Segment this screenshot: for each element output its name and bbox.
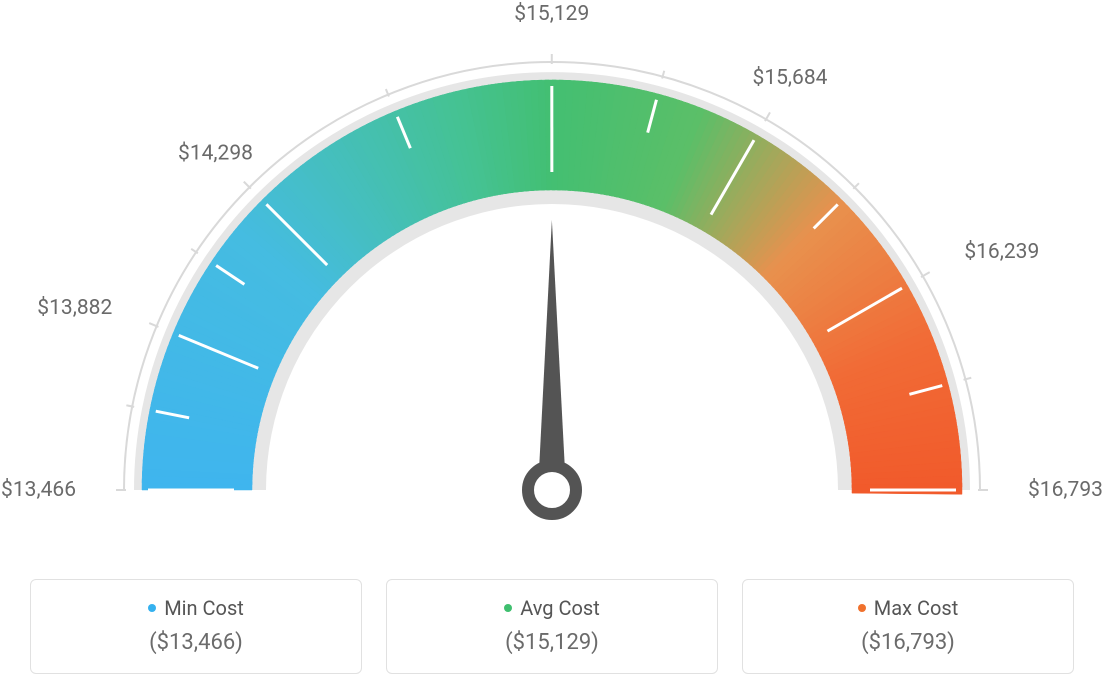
- gauge-tick-label: $13,882: [37, 296, 112, 320]
- max-cost-value: ($16,793): [755, 630, 1061, 655]
- gauge-needle-hub: [528, 466, 576, 514]
- summary-cards: Min Cost ($13,466) Avg Cost ($15,129) Ma…: [30, 579, 1074, 674]
- max-cost-card: Max Cost ($16,793): [742, 579, 1074, 674]
- avg-cost-label-row: Avg Cost: [504, 596, 600, 620]
- min-dot-icon: [148, 604, 156, 612]
- min-cost-value: ($13,466): [43, 630, 349, 655]
- min-cost-card: Min Cost ($13,466): [30, 579, 362, 674]
- max-cost-label: Max Cost: [874, 596, 959, 620]
- avg-dot-icon: [504, 604, 512, 612]
- gauge-tick-label: $16,239: [964, 240, 1039, 264]
- max-cost-label-row: Max Cost: [858, 596, 959, 620]
- gauge-chart: $13,466 $13,882 $14,298 $15,129 $15,684 $16,2…: [0, 0, 1104, 560]
- min-cost-label-row: Min Cost: [148, 596, 244, 620]
- chart-container: $13,466 $13,882 $14,298 $15,129 $15,684 $16,2…: [0, 0, 1104, 690]
- min-cost-label: Min Cost: [164, 596, 244, 620]
- gauge-tick-label: $15,684: [753, 66, 828, 90]
- gauge-tick-label: $13,466: [1, 478, 76, 502]
- avg-cost-card: Avg Cost ($15,129): [386, 579, 718, 674]
- gauge-tick-label: $14,298: [178, 141, 253, 165]
- gauge-tick-label: $16,793: [1028, 478, 1103, 502]
- max-dot-icon: [858, 604, 866, 612]
- gauge-tick-label: $15,129: [514, 2, 589, 26]
- avg-cost-label: Avg Cost: [520, 596, 600, 620]
- avg-cost-value: ($15,129): [399, 630, 705, 655]
- gauge-needle: [538, 220, 566, 490]
